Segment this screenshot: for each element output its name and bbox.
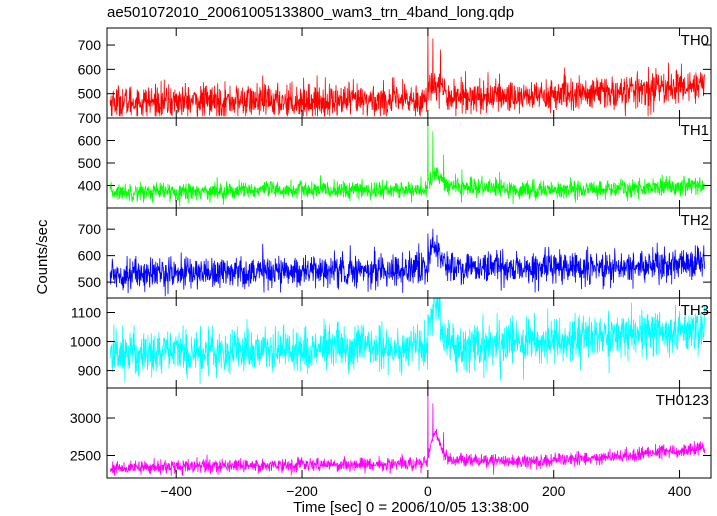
panel-th0123: 2500 3000 TH0123 bbox=[70, 387, 712, 479]
y-tick-label: 600 bbox=[78, 61, 102, 77]
panel-th1: 400 500 600 700 TH1 bbox=[78, 110, 712, 209]
y-tick-label: 2500 bbox=[70, 448, 101, 464]
panel-label-th0123: TH0123 bbox=[656, 392, 709, 409]
series-line-th0123 bbox=[109, 387, 706, 477]
panel-label-th2: TH2 bbox=[681, 212, 709, 229]
x-tick-label: 0 bbox=[424, 483, 432, 499]
panel-th2: 500 600 700 TH2 bbox=[78, 207, 712, 299]
series-line-th2 bbox=[109, 228, 706, 297]
y-tick-label: 1000 bbox=[70, 334, 101, 350]
y-tick-label: 700 bbox=[78, 110, 102, 126]
chart-title: ae501072010_20061005133800_wam3_trn_4ban… bbox=[107, 4, 514, 21]
x-axis-label: Time [sec] 0 = 2006/10/05 13:38:00 bbox=[293, 499, 529, 516]
y-tick-label: 500 bbox=[78, 274, 102, 290]
panel-label-th3: TH3 bbox=[681, 302, 709, 319]
y-tick-label: 600 bbox=[78, 248, 102, 264]
panel-th3: 900 1000 1100 TH3 bbox=[70, 296, 712, 389]
y-tick-label: 1100 bbox=[71, 305, 101, 321]
y-tick-label: 500 bbox=[78, 86, 102, 102]
chart-panels: 500 600 700 TH0 400 500 600 700 TH1 500 600 700 TH2 9… bbox=[70, 27, 712, 499]
y-tick-label: 700 bbox=[78, 221, 102, 237]
panel-frame bbox=[106, 387, 712, 479]
panel-label-th0: TH0 bbox=[681, 32, 709, 49]
series-line-th3 bbox=[109, 296, 706, 385]
x-tick-label: 400 bbox=[668, 483, 692, 499]
series-line-th0 bbox=[109, 27, 706, 118]
panel-label-th1: TH1 bbox=[681, 122, 709, 139]
series-line-th1 bbox=[109, 117, 706, 207]
y-tick-label: 3000 bbox=[70, 410, 101, 426]
y-axis-label: Counts/sec bbox=[34, 219, 51, 295]
y-tick-label: 700 bbox=[78, 37, 102, 53]
y-tick-label: 900 bbox=[78, 363, 102, 379]
panel-th0: 500 600 700 TH0 bbox=[78, 27, 712, 119]
x-tick-label: −400 bbox=[160, 483, 192, 499]
y-tick-label: 400 bbox=[78, 178, 102, 194]
y-tick-label: 600 bbox=[78, 133, 102, 149]
x-tick-label: −200 bbox=[286, 483, 318, 499]
x-tick-label: 200 bbox=[542, 483, 566, 499]
y-tick-label: 500 bbox=[78, 155, 102, 171]
